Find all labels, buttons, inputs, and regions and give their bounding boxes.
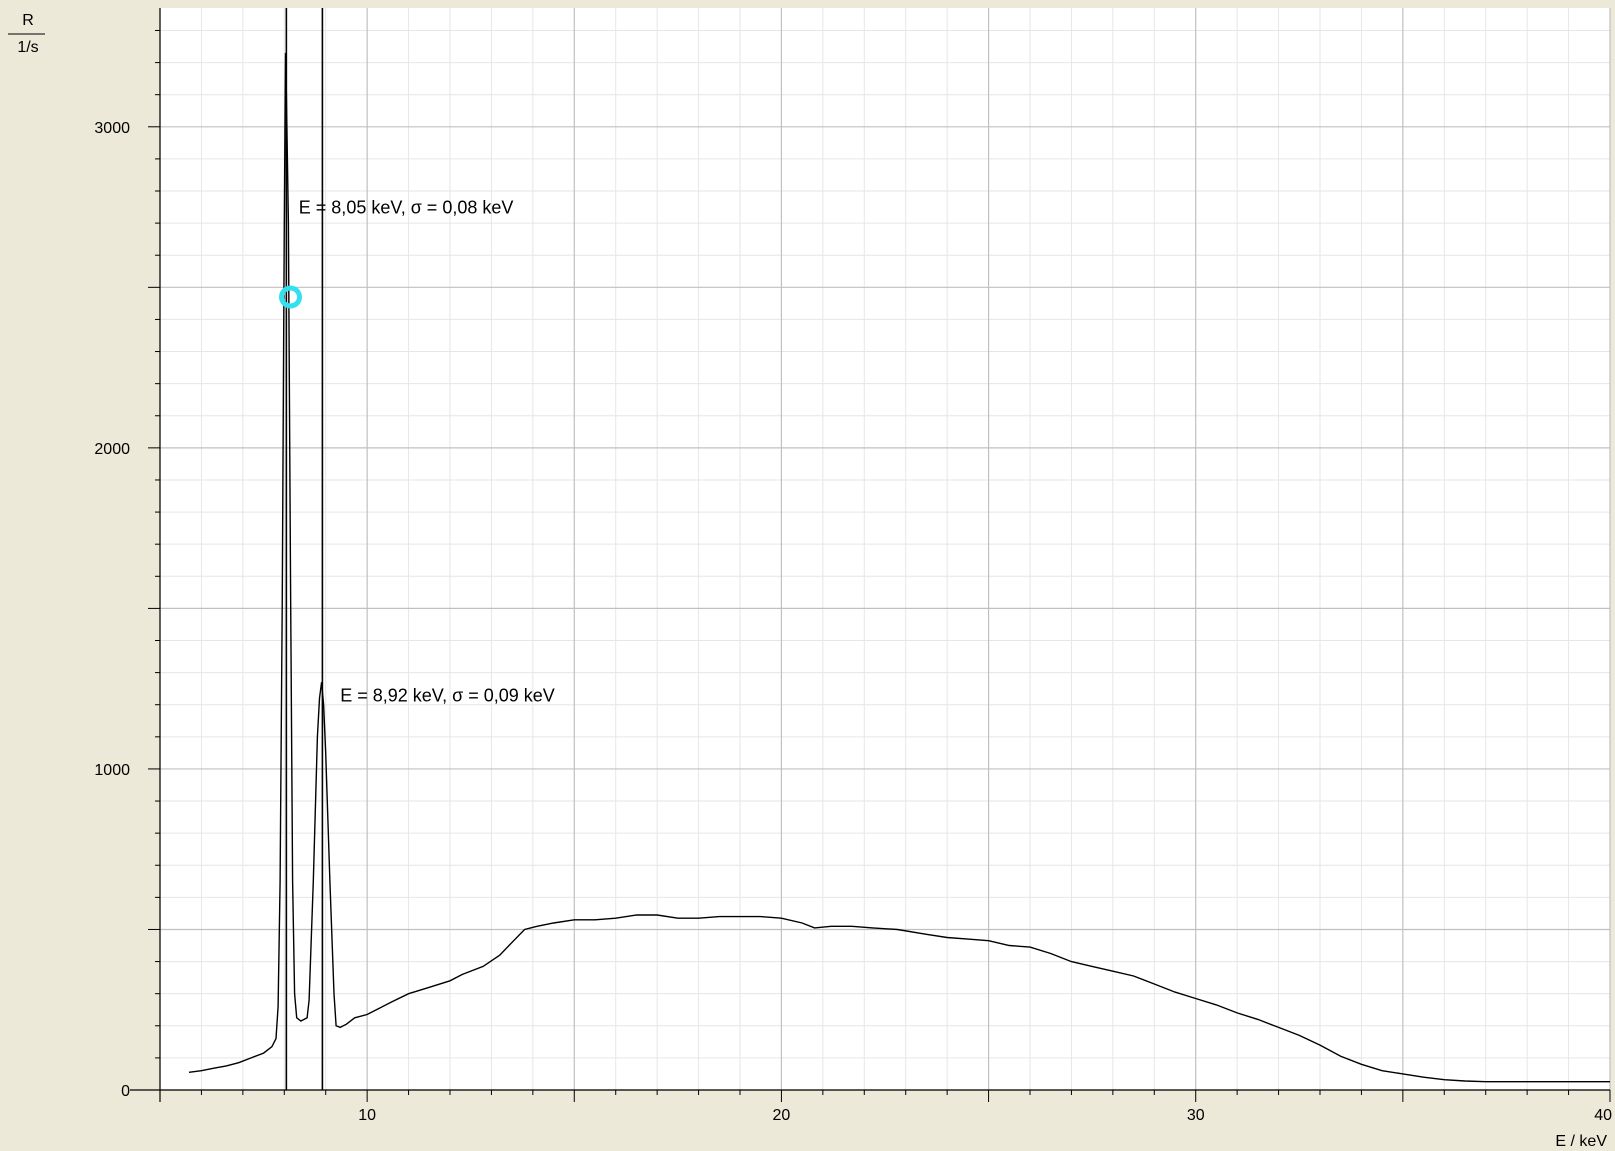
cursor-marker[interactable]: [279, 285, 302, 309]
x-tick-label: 40: [1594, 1107, 1612, 1124]
peak-marker-lines: [285, 8, 324, 1090]
plot-area: [160, 8, 1610, 1090]
major-grid: [159, 8, 1611, 1091]
peak-annotations: E = 8,05 keV, σ = 0,08 keV E = 8,92 keV,…: [299, 197, 555, 705]
y-axis-label-quantity: R: [22, 12, 34, 29]
tick-labels: 10 20 30 40 0 1000 2000 3000: [94, 120, 1612, 1124]
axes: [130, 8, 1611, 1102]
x-tick-label: 30: [1187, 1107, 1205, 1124]
annotation-peak-1: E = 8,05 keV, σ = 0,08 keV: [299, 197, 514, 217]
y-axis-label: R 1/s: [8, 12, 45, 56]
y-tick-label: 0: [121, 1083, 130, 1100]
y-axis-label-unit: 1/s: [17, 39, 38, 56]
y-tick-label: 2000: [94, 441, 130, 458]
spectrum-series-line: [188, 52, 1610, 1083]
x-axis-label: E / keV: [1555, 1133, 1607, 1150]
annotation-peak-2: E = 8,92 keV, σ = 0,09 keV: [340, 686, 555, 706]
y-tick-label: 1000: [94, 762, 130, 779]
x-tick-label: 20: [773, 1107, 791, 1124]
y-tick-label: 3000: [94, 120, 130, 137]
x-tick-label: 10: [358, 1107, 376, 1124]
